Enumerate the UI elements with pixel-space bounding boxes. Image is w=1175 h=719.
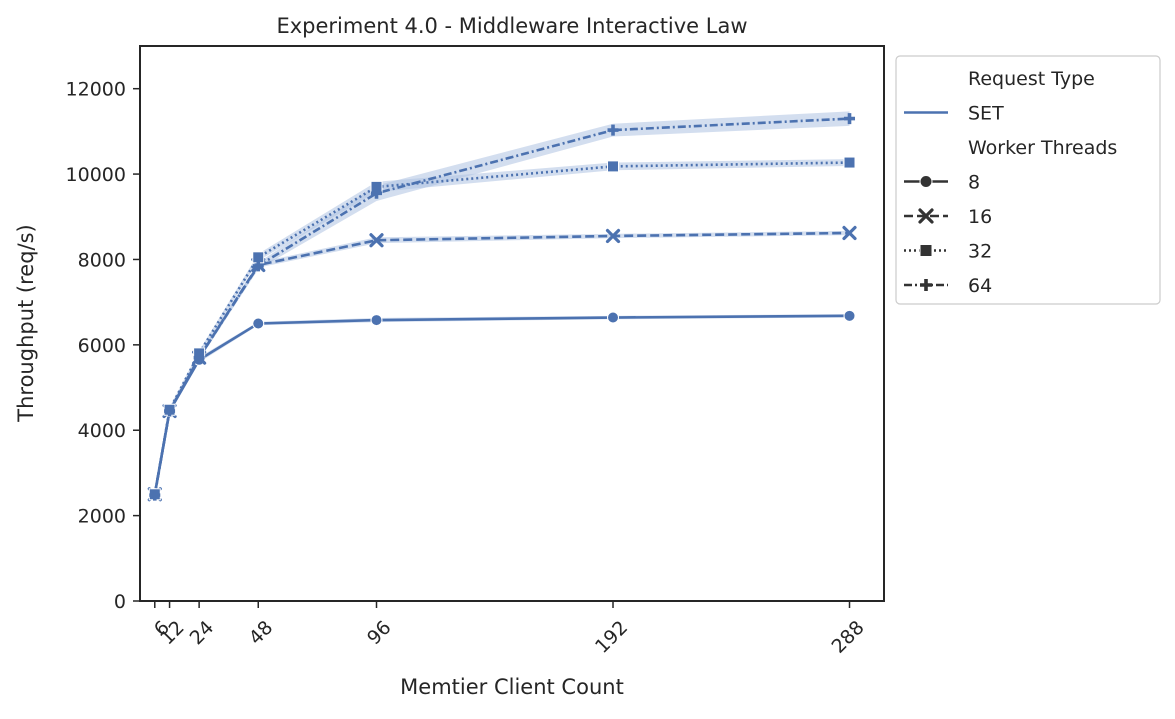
- y-axis-label: Throughput (req/s): [14, 224, 38, 422]
- data-point-8-threads: [370, 314, 383, 327]
- y-tick-label: 4000: [78, 420, 126, 442]
- y-tick-label: 10000: [66, 164, 126, 186]
- y-tick-label: 0: [114, 591, 126, 613]
- legend: Request Type SET Worker Threads 8 16 32 64: [895, 55, 1161, 305]
- legend-hue-title: Request Type: [968, 68, 1095, 90]
- series-lines: [153, 117, 850, 496]
- legend-swatch-marker: [918, 208, 934, 224]
- data-point-64-threads: [252, 260, 264, 272]
- y-tick-label: 8000: [78, 249, 126, 271]
- legend-entry-label: SET: [968, 103, 1004, 125]
- data-point-64-threads: [149, 489, 161, 501]
- y-tick-label: 12000: [66, 79, 126, 101]
- data-point-64-threads: [607, 124, 619, 136]
- legend-swatch-marker: [920, 279, 932, 291]
- confidence-bands: [154, 111, 850, 499]
- x-tick-label: 48: [245, 617, 278, 650]
- data-point-32-threads: [607, 160, 620, 173]
- legend-style-title: Worker Threads: [968, 137, 1117, 159]
- plot-area-frame: [139, 45, 885, 602]
- series-line-16-threads: [153, 231, 850, 495]
- legend-swatch-marker: [919, 244, 933, 257]
- legend-swatch-marker: [919, 175, 933, 188]
- legend-box: [895, 55, 1161, 305]
- x-tick-label: 96: [363, 617, 396, 650]
- data-point-8-threads: [607, 311, 620, 324]
- chart-title: Experiment 4.0 - Middleware Interactive …: [276, 14, 747, 38]
- x-tick-label: 288: [827, 617, 868, 658]
- legend-entry-label: 16: [968, 206, 992, 228]
- y-axis: 0 2000 4000 6000 8000 10000 12000: [66, 79, 140, 613]
- x-tick-label: 24: [186, 617, 219, 650]
- data-point-64-threads: [164, 405, 176, 417]
- data-point-64-threads: [371, 187, 383, 199]
- x-axis-label: Memtier Client Count: [400, 675, 624, 699]
- data-point-64-threads: [193, 352, 205, 364]
- x-tick-label: 192: [591, 617, 632, 658]
- series-line-8-threads: [153, 314, 850, 495]
- data-point-8-threads: [843, 309, 856, 322]
- band-64-threads: [154, 111, 850, 499]
- y-tick-label: 6000: [78, 335, 126, 357]
- legend-entry-label: 8: [968, 172, 980, 194]
- data-point-16-threads: [605, 228, 621, 244]
- data-point-32-threads: [843, 156, 856, 169]
- data-point-64-threads: [844, 113, 856, 125]
- legend-entry-label: 64: [968, 275, 992, 297]
- y-tick-label: 2000: [78, 506, 126, 528]
- legend-entry-label: 32: [968, 241, 992, 263]
- data-point-16-threads: [842, 225, 857, 241]
- series-markers: [147, 113, 857, 502]
- data-point-8-threads: [252, 317, 265, 330]
- band-8-threads: [154, 314, 850, 498]
- data-point-16-threads: [369, 233, 384, 248]
